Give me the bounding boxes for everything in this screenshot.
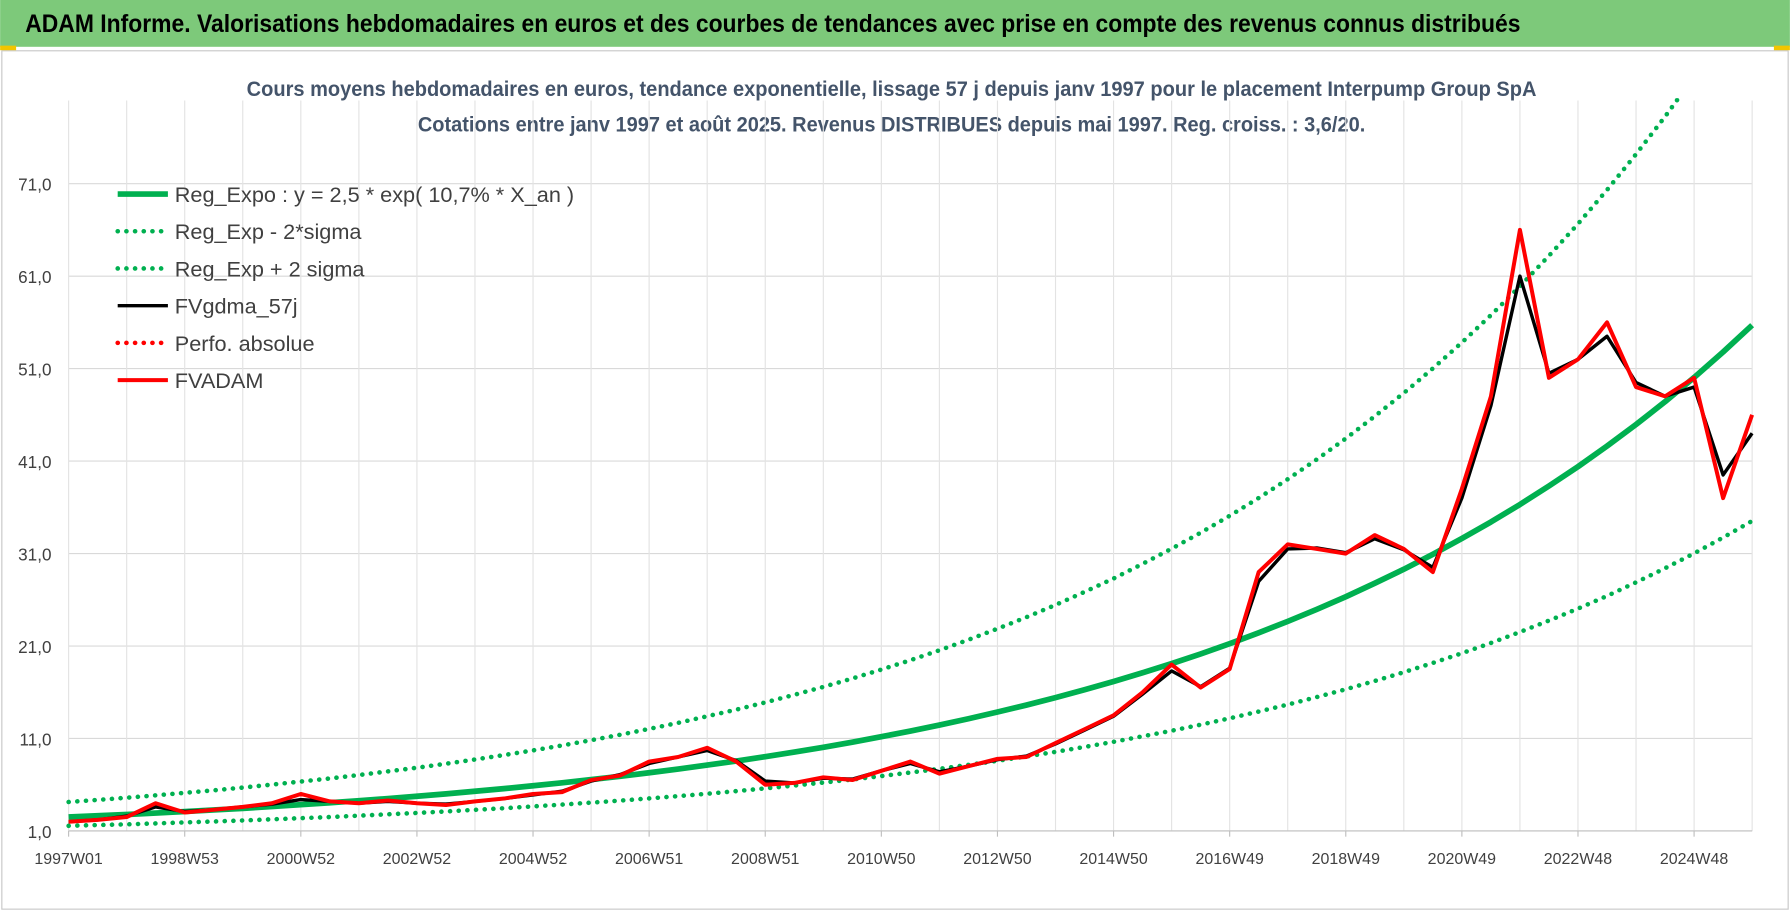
- plot-lines: [66, 98, 1755, 829]
- y-tick-label: 21,0: [18, 638, 51, 657]
- y-tick-label: 11,0: [19, 730, 51, 749]
- y-tick-label: 71,0: [18, 176, 51, 195]
- header-title: ADAM Informe. Valorisations hebdomadaire…: [25, 10, 1520, 38]
- corner-mark: [0, 45, 17, 51]
- x-tick-label: 2002W52: [383, 851, 451, 868]
- x-tick-label: 2000W52: [267, 851, 335, 868]
- x-tick-label: 1997W01: [34, 851, 102, 868]
- legend-label: Reg_Expo : y = 2,5 * exp( 10,7% * X_an ): [175, 182, 574, 207]
- chart-subtitle: Cotations entre janv 1997 et août 2025. …: [418, 111, 1365, 136]
- header-band: [0, 0, 1790, 47]
- y-tick-label: 61,0: [18, 268, 51, 287]
- x-tick-label: 2014W50: [1079, 851, 1147, 868]
- series-line: [66, 518, 1755, 829]
- y-tick-label: 41,0: [18, 453, 51, 472]
- legend: Reg_Expo : y = 2,5 * exp( 10,7% * X_an )…: [115, 182, 574, 393]
- legend-label: FVADAM: [175, 368, 264, 393]
- x-tick-label: 2016W49: [1195, 851, 1263, 868]
- series-line: [68, 227, 1754, 824]
- x-tick-label: 2022W48: [1544, 851, 1612, 868]
- y-tick-label: 31,0: [18, 545, 51, 564]
- x-tick-label: 2010W50: [847, 851, 915, 868]
- x-tick-label: 2008W51: [731, 851, 799, 868]
- y-tick-label: 1,0: [28, 823, 52, 842]
- series-line: [66, 98, 1682, 805]
- x-tick-label: 1998W53: [151, 851, 219, 868]
- axes: 1,0 11,0 21,0 31,0 41,0 51,0 61,0 71,0 1997W01 19…: [18, 176, 1753, 868]
- legend-label: Reg_Exp - 2*sigma: [175, 219, 363, 244]
- legend-label: Perfo. absolue: [175, 331, 315, 356]
- x-tick-label: 2012W50: [963, 851, 1031, 868]
- chart-frame: [1, 50, 1789, 910]
- x-tick-label: 2024W48: [1660, 851, 1728, 868]
- x-tick-label: 2006W51: [615, 851, 683, 868]
- x-tick-label: 2018W49: [1312, 851, 1380, 868]
- legend-label: FVgdma_57j: [175, 294, 298, 319]
- y-tick-label: 51,0: [18, 360, 51, 379]
- x-tick-label: 2004W52: [499, 851, 567, 868]
- x-tick-label: 2020W49: [1428, 851, 1496, 868]
- legend-label: Reg_Exp + 2 sigma: [175, 256, 366, 281]
- corner-mark: [1773, 45, 1790, 51]
- chart-title: Cours moyens hebdomadaires en euros, ten…: [247, 76, 1537, 101]
